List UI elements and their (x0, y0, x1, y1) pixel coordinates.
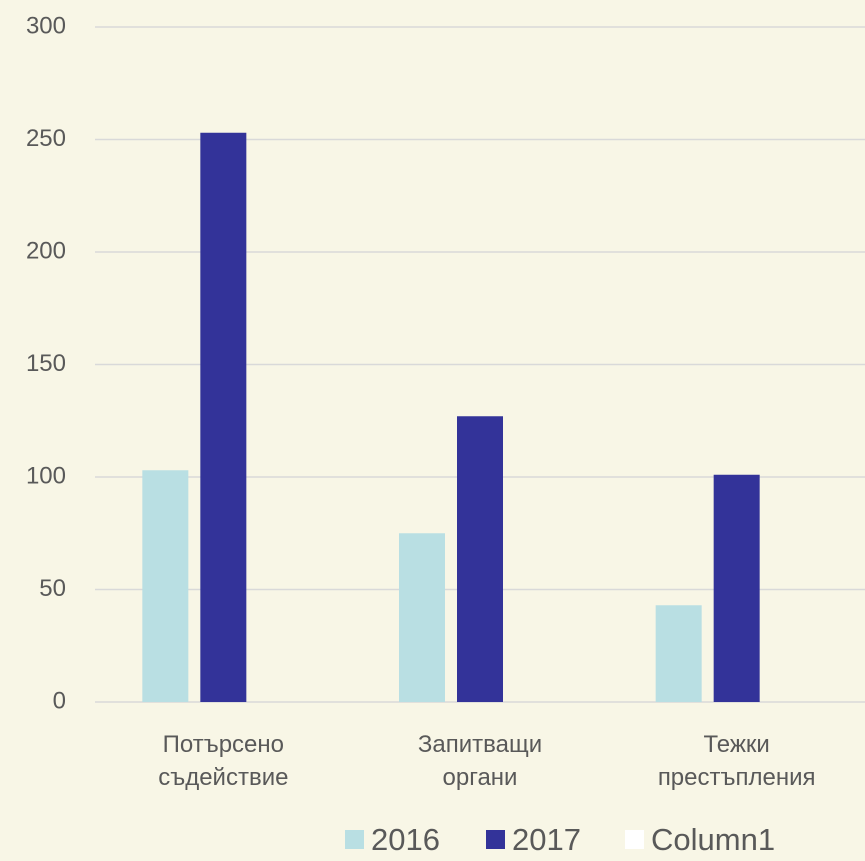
legend-swatch (625, 830, 644, 849)
y-tick-label: 0 (53, 687, 66, 714)
bar (656, 605, 702, 702)
bar (714, 475, 760, 702)
y-tick-label: 100 (26, 462, 66, 489)
legend-label: Column1 (651, 822, 775, 857)
y-tick-label: 250 (26, 125, 66, 152)
bar (457, 416, 503, 702)
legend-label: 2016 (371, 822, 440, 857)
legend-label: 2017 (512, 822, 581, 857)
legend-swatch (486, 830, 505, 849)
y-tick-label: 200 (26, 237, 66, 264)
bar (399, 533, 445, 702)
y-tick-label: 300 (26, 12, 66, 39)
y-tick-label: 50 (39, 575, 66, 602)
legend-swatch (345, 830, 364, 849)
x-tick-label: Тежки престъпления (637, 728, 837, 794)
y-tick-label: 150 (26, 350, 66, 377)
bar (200, 133, 246, 702)
x-tick-label: Запитващи органи (380, 728, 580, 794)
bar (142, 470, 188, 702)
chart: 0 50 100 150 200 250 300 2016 2017 Column1 Потърс… (0, 0, 865, 861)
x-tick-label: Потърсено съдействие (123, 728, 323, 794)
